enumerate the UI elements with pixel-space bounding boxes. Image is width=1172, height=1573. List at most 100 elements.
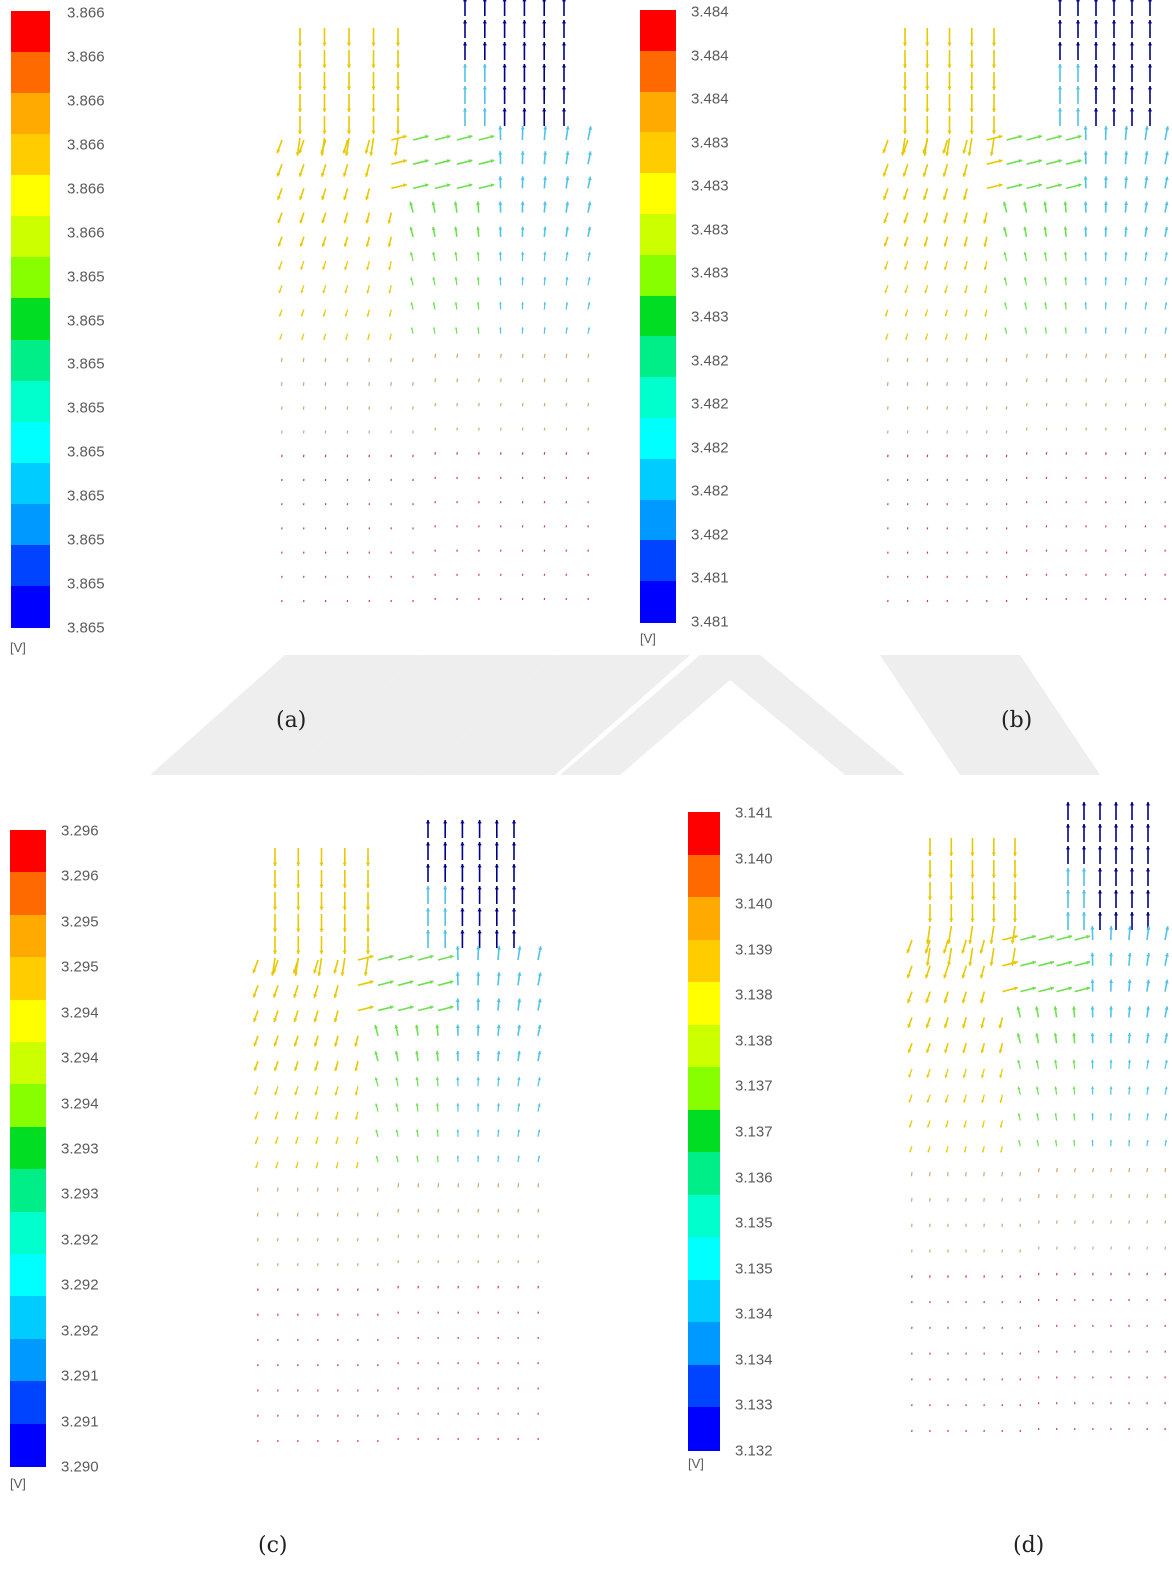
velocity-arrowhead: [496, 1050, 501, 1055]
velocity-arrowhead: [587, 277, 591, 280]
velocity-arrowhead: [542, 64, 547, 68]
velocity-arrowhead: [1129, 0, 1135, 2]
velocity-arrowhead: [537, 1051, 542, 1055]
velocity-arrowhead: [449, 954, 454, 959]
velocity-arrowhead: [1083, 226, 1088, 230]
velocity-vector: [1085, 427, 1087, 431]
velocity-arrowhead: [395, 64, 401, 68]
velocity-arrowhead: [387, 219, 392, 224]
caption-b: (b): [1001, 708, 1033, 733]
velocity-vector: [500, 378, 502, 383]
colorbar-tick-label: 3.290: [61, 1458, 99, 1476]
velocity-arrowhead: [884, 266, 888, 270]
velocity-arrowhead: [409, 201, 414, 206]
colorbar-segment: [688, 1279, 720, 1324]
velocity-arrowhead: [502, 86, 507, 90]
velocity-arrowhead: [1124, 251, 1128, 255]
velocity-vector: [477, 1208, 480, 1213]
colorbar-tick-label: 3.137: [735, 1077, 773, 1095]
velocity-arrowhead: [905, 337, 908, 340]
velocity-arrowhead: [1064, 302, 1067, 305]
velocity-arrowhead: [340, 972, 345, 976]
velocity-arrowhead: [1050, 986, 1054, 991]
velocity-arrowhead: [375, 1103, 378, 1107]
velocity-arrowhead: [925, 42, 930, 46]
velocity-vector: [1045, 353, 1048, 358]
velocity-arrowhead: [1017, 1086, 1021, 1090]
velocity-arrowhead: [364, 149, 369, 154]
velocity-arrowhead: [1068, 986, 1073, 991]
velocity-arrowhead: [431, 201, 436, 206]
velocity-arrowhead: [496, 946, 501, 950]
velocity-vector: [434, 402, 437, 407]
velocity-vector: [565, 353, 568, 359]
velocity-arrowhead: [587, 327, 590, 330]
velocity-arrowhead: [477, 327, 480, 330]
velocity-vector: [1019, 1172, 1021, 1177]
velocity-arrowhead: [1023, 252, 1027, 255]
velocity-arrowhead: [923, 243, 928, 247]
velocity-vector: [457, 1234, 460, 1239]
velocity-arrowhead: [902, 130, 908, 134]
velocity-arrowhead: [537, 1077, 541, 1081]
velocity-vector: [477, 1234, 480, 1239]
colorbar-segment: [640, 377, 676, 420]
panel-d: [V] (d) 3.141 3.140 3.140 3.139 3.138 3.138 3.…: [600, 800, 1172, 1573]
velocity-arrowhead: [944, 314, 948, 317]
velocity-vector: [456, 427, 458, 431]
velocity-arrowhead: [1090, 1006, 1095, 1010]
velocity-arrowhead: [944, 290, 948, 294]
velocity-arrowhead: [883, 242, 888, 247]
velocity-arrowhead: [403, 183, 407, 188]
colorbar-segment: [11, 257, 50, 300]
velocity-arrowhead: [1075, 20, 1081, 24]
velocity-vector: [397, 1234, 400, 1239]
velocity-arrowhead: [1097, 912, 1103, 916]
velocity-arrowhead: [989, 962, 994, 966]
colorbar-segment: [640, 173, 676, 216]
velocity-vector: [543, 427, 546, 431]
velocity-arrowhead: [943, 243, 948, 247]
colorbar-segment: [640, 50, 676, 93]
velocity-arrowhead: [963, 219, 967, 224]
velocity-arrowhead: [1104, 277, 1108, 280]
colorbar-segment: [10, 1084, 46, 1129]
velocity-vector: [1037, 1167, 1040, 1173]
velocity-arrowhead: [343, 196, 348, 200]
velocity-arrowhead: [1075, 42, 1081, 46]
velocity-arrowhead: [409, 227, 414, 231]
velocity-arrowhead: [342, 906, 347, 910]
velocity-arrowhead: [970, 874, 975, 878]
velocity-arrowhead: [321, 219, 326, 224]
velocity-arrowhead: [923, 196, 927, 200]
velocity-arrowhead: [542, 86, 547, 90]
velocity-arrowhead: [520, 151, 525, 155]
velocity-arrowhead: [1032, 986, 1036, 991]
velocity-arrowhead: [344, 314, 348, 317]
velocity-arrowhead: [435, 1024, 440, 1029]
velocity-vector: [324, 357, 327, 363]
colorbar-tick-label: 3.865: [67, 575, 105, 593]
velocity-vector: [1146, 1246, 1148, 1250]
velocity-arrowhead: [885, 337, 888, 340]
colorbar-segment: [11, 93, 50, 136]
velocity-arrowhead: [1145, 912, 1151, 916]
velocity-vector: [1128, 1194, 1131, 1198]
velocity-arrowhead: [1044, 327, 1047, 330]
velocity-arrowhead: [482, 64, 487, 68]
velocity-vector: [1005, 357, 1008, 363]
velocity-vector: [1092, 1167, 1094, 1173]
velocity-vector: [1056, 1167, 1058, 1173]
velocity-arrowhead: [969, 108, 974, 112]
velocity-arrowhead: [455, 327, 458, 330]
velocity-arrowhead: [424, 183, 429, 188]
velocity-arrowhead: [1018, 159, 1023, 164]
colorbar-segment: [10, 957, 46, 1001]
velocity-arrowhead: [561, 64, 567, 68]
velocity-vector: [965, 1197, 967, 1202]
velocity-arrowhead: [462, 42, 468, 46]
velocity-arrowhead: [1065, 868, 1071, 872]
velocity-vector: [417, 1183, 420, 1188]
velocity-arrowhead: [301, 337, 304, 340]
velocity-arrowhead: [984, 290, 987, 294]
